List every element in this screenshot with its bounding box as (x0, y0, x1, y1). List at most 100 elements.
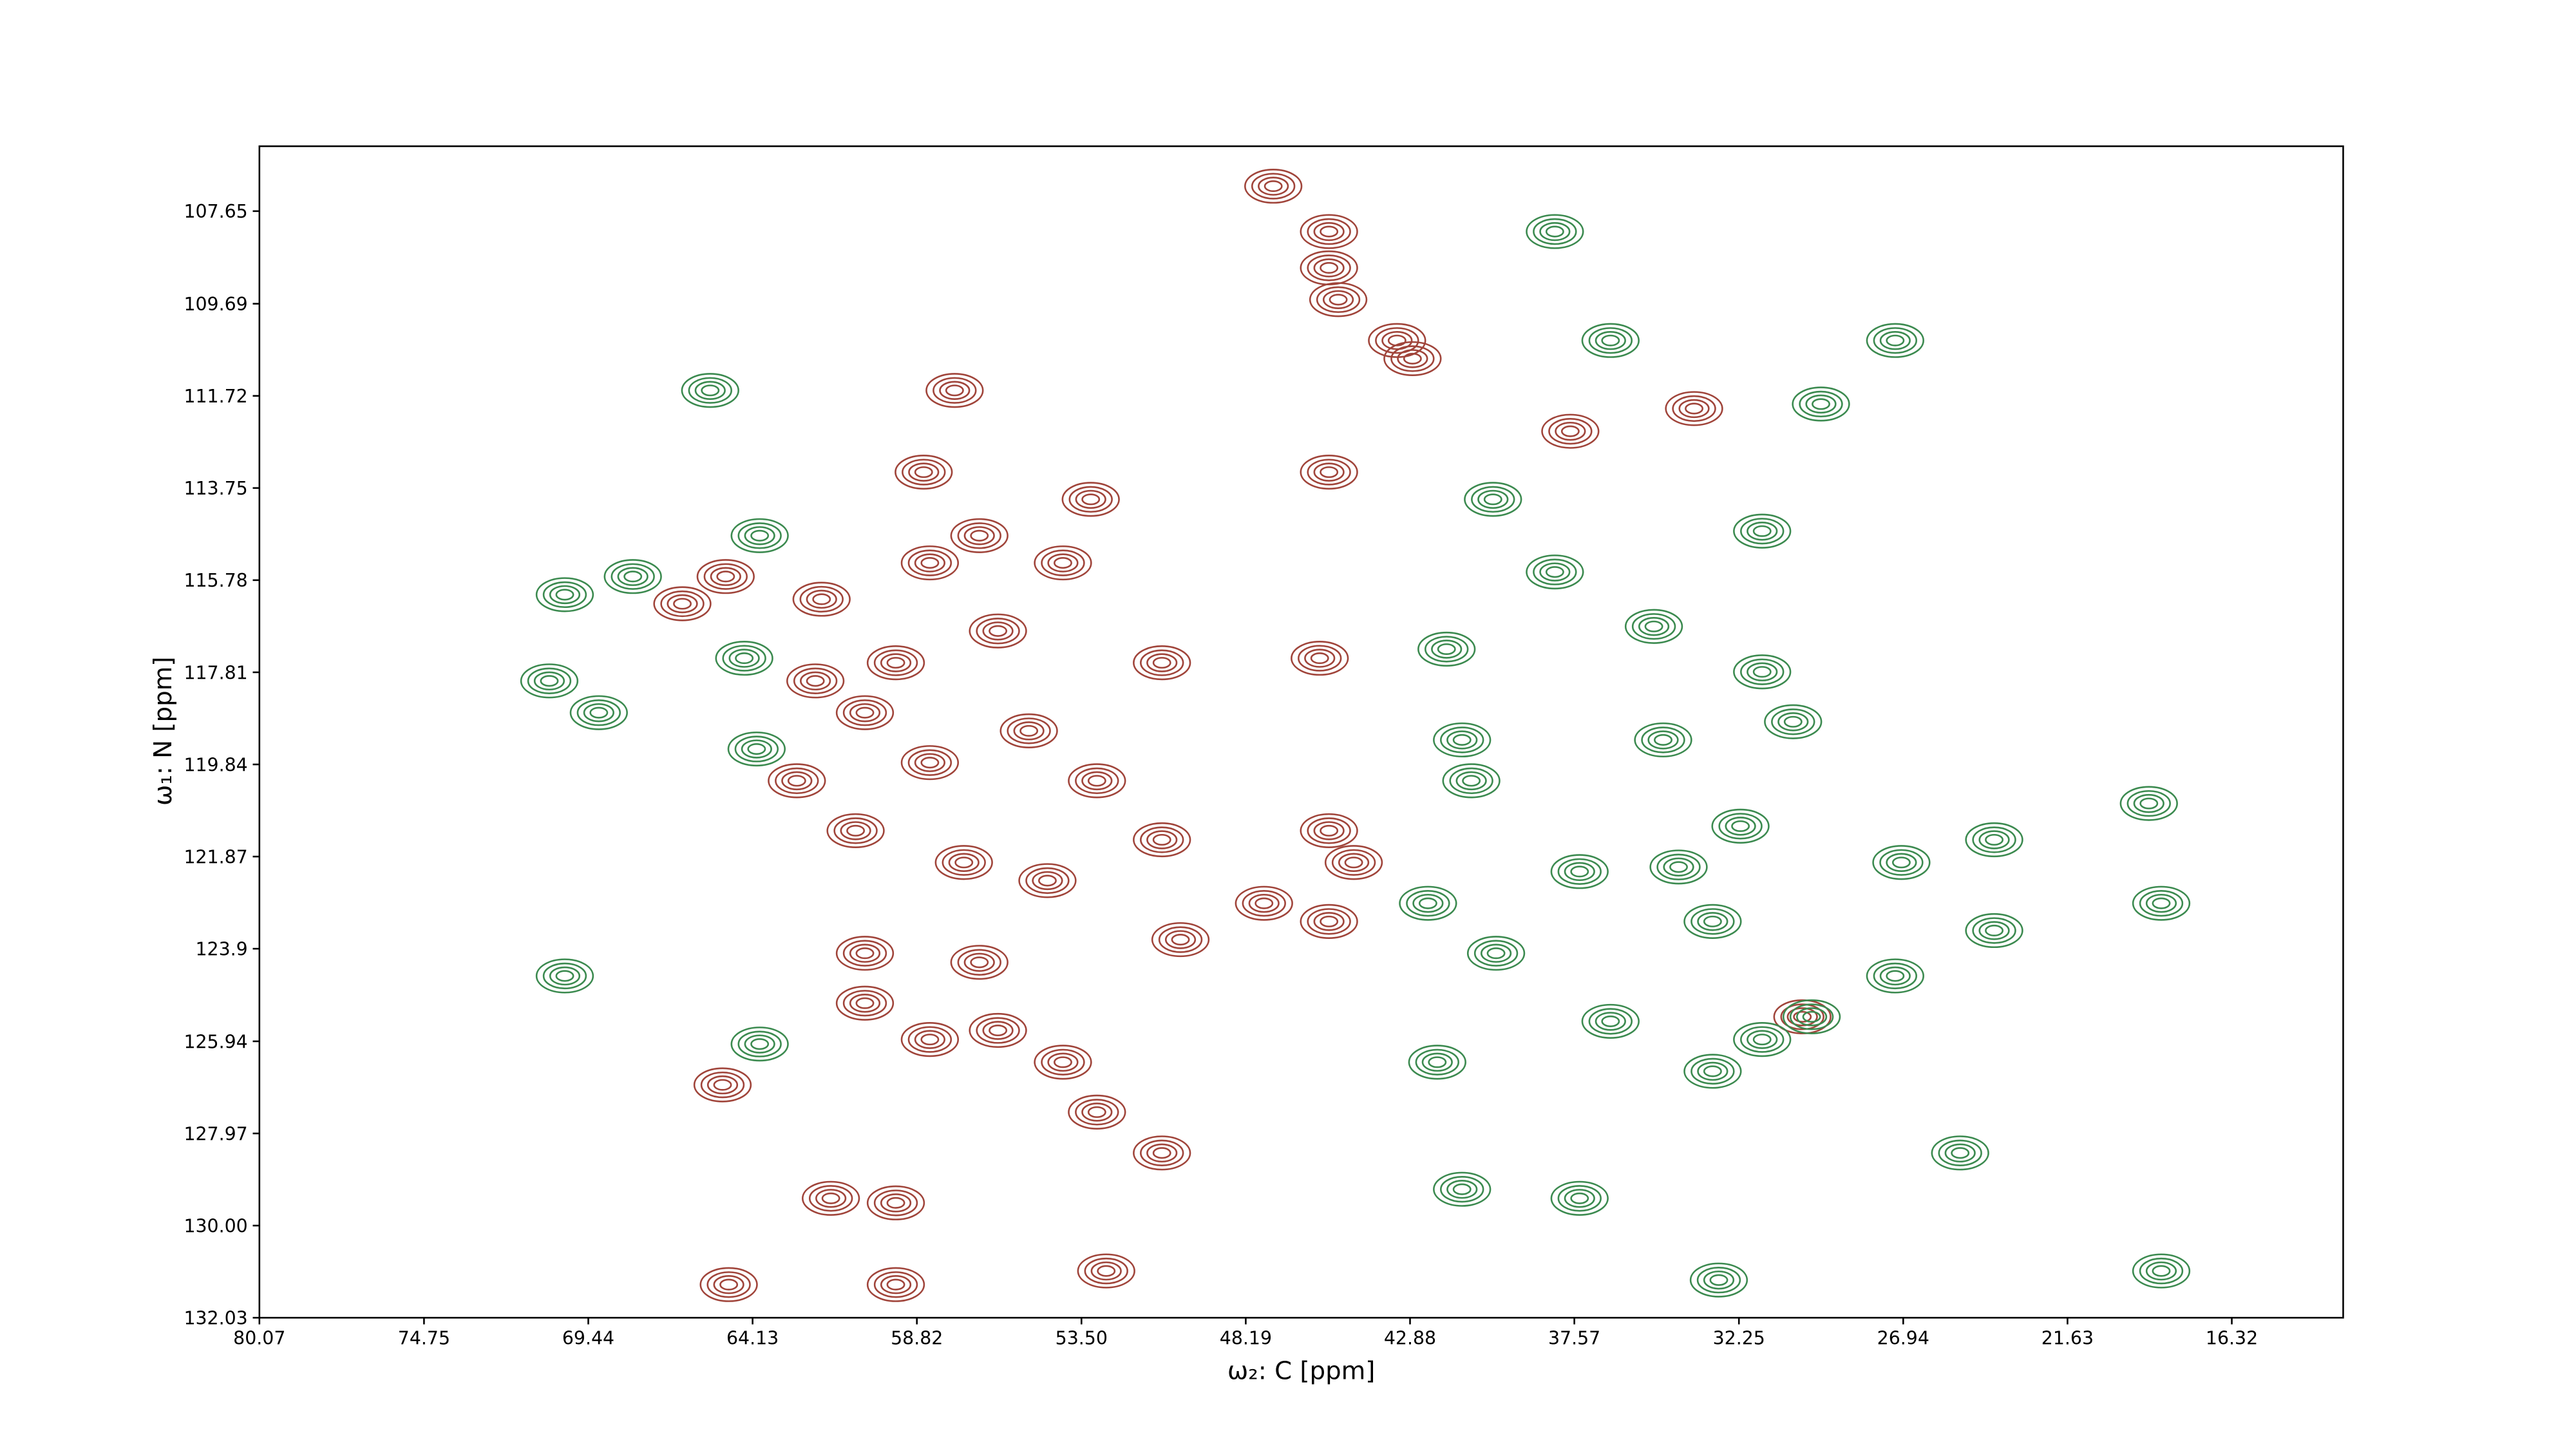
contour-line (555, 970, 574, 982)
contour-line (1951, 1147, 1970, 1159)
contour-line (900, 1022, 960, 1057)
contour-line (569, 695, 628, 730)
x-tick-label: 32.25 (1713, 1327, 1765, 1349)
y-tick-label: 111.72 (184, 386, 247, 407)
contour-line (969, 1012, 1027, 1048)
contour-line (1747, 662, 1778, 681)
contour-line (1873, 962, 1918, 990)
contour-line (694, 381, 726, 400)
contour-line (1440, 1176, 1484, 1203)
contour-line (706, 1271, 751, 1298)
contour-line (1663, 857, 1694, 876)
contour-line (1322, 290, 1354, 309)
contour-line (1097, 1265, 1116, 1277)
contour-line (693, 1067, 752, 1103)
contour-line (1564, 862, 1595, 882)
y-tick-label: 127.97 (184, 1123, 247, 1144)
contour-line (1703, 1270, 1735, 1290)
contour-line (1446, 1179, 1478, 1199)
contour-line (542, 581, 587, 609)
contour-line (1025, 867, 1070, 895)
contour-line (744, 526, 775, 545)
contour-line (1081, 771, 1113, 791)
contour-line (1075, 1099, 1119, 1126)
contour-line (1570, 1192, 1589, 1204)
contour-line (1077, 1253, 1135, 1289)
contour-line (1452, 734, 1472, 746)
contour-line (535, 577, 594, 612)
contour-line (1777, 712, 1809, 732)
contour-line (1581, 1003, 1640, 1039)
contour-line (1886, 334, 1905, 346)
contour-line (1313, 821, 1345, 840)
contour-line (1368, 323, 1426, 358)
contour-line (808, 1185, 853, 1212)
y-tick-label: 121.87 (184, 846, 247, 867)
x-tick-label: 48.19 (1220, 1327, 1272, 1349)
contour-line (793, 667, 838, 694)
contour-line (1140, 1139, 1184, 1166)
contour-line (1533, 218, 1577, 245)
contour-line (1084, 1257, 1128, 1285)
x-tick-label: 58.82 (891, 1327, 943, 1349)
contour-line (806, 589, 837, 609)
contour-line (886, 1278, 905, 1291)
contour-line (849, 943, 881, 963)
contour-line (1152, 833, 1171, 846)
contour-line (1075, 489, 1106, 509)
contour-line (1054, 1056, 1072, 1068)
contour-line (1235, 886, 1293, 921)
contour-line (802, 1180, 860, 1216)
contour-line (1978, 921, 2010, 940)
contour-line (653, 586, 712, 621)
contour-line (1780, 1003, 1824, 1030)
contour-line (1383, 341, 1442, 377)
contour-line (1307, 254, 1351, 281)
contour-line (1090, 1261, 1122, 1281)
x-axis-label: ω₂: C [ppm] (1227, 1357, 1376, 1386)
contour-line (1783, 715, 1803, 728)
contour-line (1747, 522, 1778, 541)
contour-line (1747, 1030, 1778, 1049)
contour-line (540, 675, 559, 687)
contour-line (617, 567, 649, 586)
contour-line (2126, 790, 2171, 817)
contour-line (1442, 763, 1501, 799)
contour-line (970, 529, 989, 542)
contour-line (1595, 1012, 1626, 1031)
contour-line (1041, 1048, 1085, 1075)
contour-line (999, 713, 1058, 748)
contour-line (840, 821, 871, 840)
contour-line (542, 962, 587, 990)
contour-line (1452, 1183, 1472, 1195)
contour-line (957, 522, 1001, 549)
contour-line (1408, 1045, 1466, 1080)
contour-line (1631, 613, 1676, 640)
contour-line (722, 645, 766, 672)
contour-line (1146, 830, 1178, 849)
contour-line (1886, 970, 1905, 982)
contour-line (954, 857, 974, 869)
contour-line (1683, 904, 1742, 939)
contour-line (849, 703, 881, 723)
contour-line (1789, 1003, 1834, 1030)
contour-line (799, 585, 844, 613)
contour-line (855, 947, 875, 960)
contour-line (1313, 222, 1345, 242)
y-tick-label: 107.65 (184, 201, 247, 222)
contour-line (1689, 1262, 1748, 1298)
contour-line (1786, 1007, 1818, 1027)
contour-line (1329, 294, 1348, 306)
contour-line (1421, 1052, 1453, 1072)
contour-line (1539, 562, 1571, 582)
contour-line (826, 813, 885, 848)
contour-line (1601, 1015, 1620, 1027)
contour-line (1425, 636, 1469, 663)
y-tick-label: 132.03 (184, 1307, 247, 1329)
contour-line (1733, 654, 1792, 690)
contour-line (549, 966, 581, 986)
x-tick-label: 26.94 (1877, 1327, 1929, 1349)
contour-line (716, 571, 735, 583)
contour-line (1595, 331, 1626, 350)
